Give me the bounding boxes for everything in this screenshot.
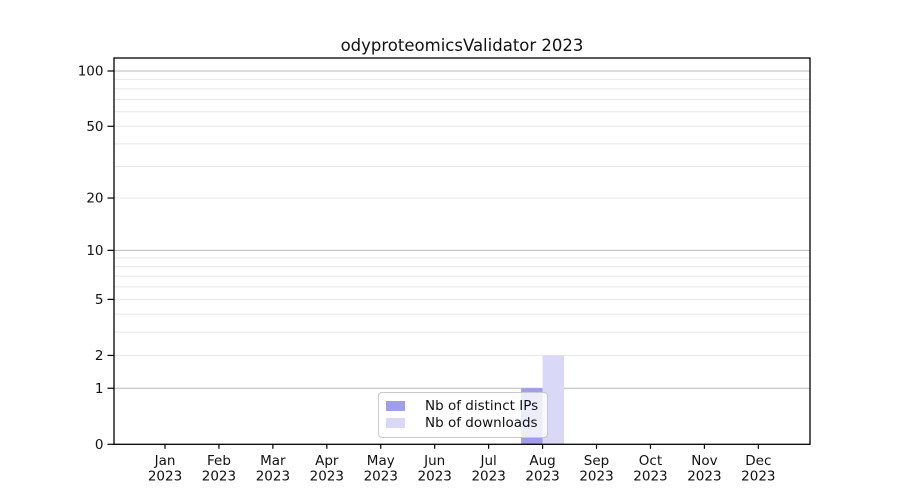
x-tick-label-month-may: May	[367, 453, 395, 469]
x-tick-label-month-apr: Apr	[315, 453, 339, 469]
legend-item-downloads: Nb of downloads	[386, 415, 547, 433]
x-tick-label-month-feb: Feb	[207, 453, 231, 469]
legend-swatch-distinct-ips	[386, 400, 405, 411]
y-tick-label-2: 2	[95, 348, 104, 364]
y-tick-label-20: 20	[86, 191, 103, 207]
x-tick-label-month-sep: Sep	[584, 453, 609, 469]
x-tick-label-month-jun: Jun	[423, 453, 445, 469]
x-tick-label-year-sep: 2023	[579, 469, 613, 485]
x-tick-label-year-dec: 2023	[741, 469, 775, 485]
x-tick-label-month-mar: Mar	[260, 453, 286, 469]
x-tick-label-year-oct: 2023	[633, 469, 667, 485]
x-tick-label-year-nov: 2023	[687, 469, 721, 485]
legend-label-distinct-ips: Nb of distinct IPs	[425, 397, 539, 414]
x-tick-label-month-jan: Jan	[154, 453, 176, 469]
y-tick-label-5: 5	[95, 292, 104, 308]
y-tick-label-10: 10	[86, 243, 103, 259]
legend-item-distinct-ips: Nb of distinct IPs	[386, 397, 547, 415]
x-tick-label-month-dec: Dec	[745, 453, 771, 469]
x-tick-label-year-jun: 2023	[418, 469, 452, 485]
y-tick-label-1: 1	[95, 381, 104, 397]
plot-border	[113, 57, 811, 445]
x-tick-label-month-jul: Jul	[479, 453, 496, 469]
x-tick-label-year-apr: 2023	[310, 469, 344, 485]
x-tick-label-year-mar: 2023	[256, 469, 290, 485]
legend-label-downloads: Nb of downloads	[425, 415, 538, 432]
x-tick-label-year-aug: 2023	[525, 469, 559, 485]
y-tick-label-0: 0	[95, 437, 104, 453]
x-tick-label-month-oct: Oct	[639, 453, 662, 469]
x-tick-label-year-may: 2023	[364, 469, 398, 485]
x-tick-label-month-nov: Nov	[691, 453, 717, 469]
chart-legend: Nb of distinct IPs Nb of downloads	[378, 391, 548, 438]
legend-swatch-downloads	[386, 418, 405, 429]
x-tick-label-year-jul: 2023	[471, 469, 505, 485]
chart-title: odyproteomicsValidator 2023	[340, 36, 584, 55]
y-tick-label-100: 100	[78, 64, 104, 80]
x-tick-label-month-aug: Aug	[529, 453, 555, 469]
x-tick-label-year-jan: 2023	[148, 469, 182, 485]
x-tick-label-year-feb: 2023	[202, 469, 236, 485]
y-tick-label-50: 50	[86, 119, 103, 135]
